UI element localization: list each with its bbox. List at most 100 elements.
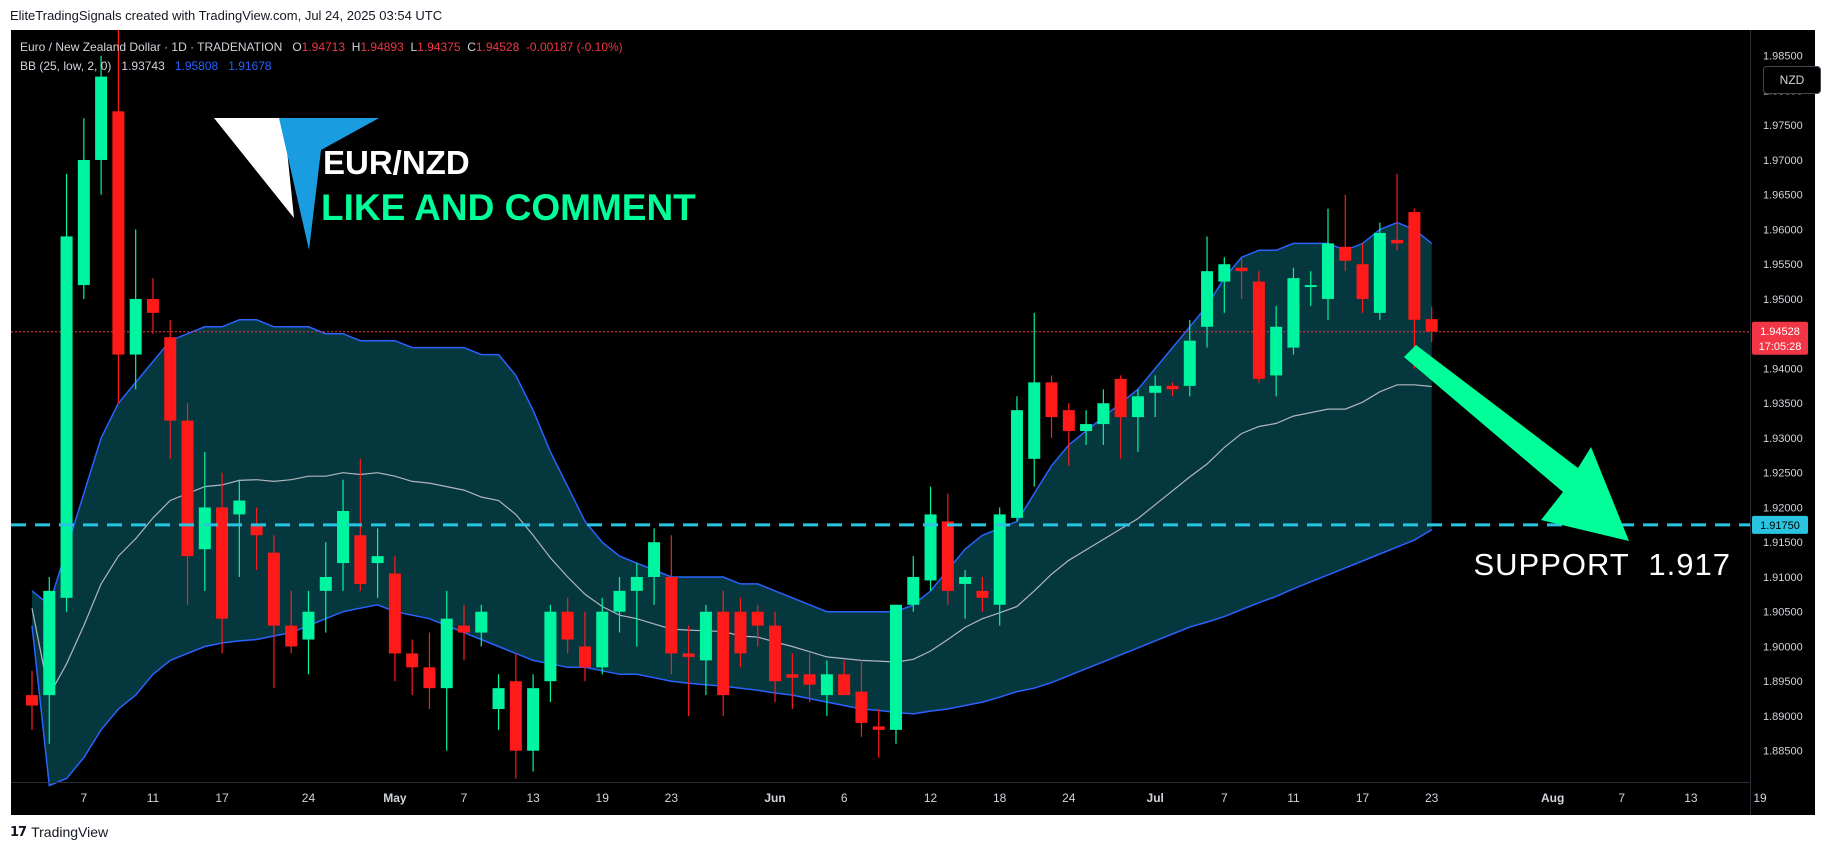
- tradingview-brand: TradingView: [31, 824, 109, 840]
- price-tick-label: 1.89500: [1763, 676, 1803, 688]
- price-tick-label: 1.95500: [1763, 259, 1803, 271]
- candle-body: [1391, 239, 1404, 244]
- candle-body: [129, 298, 142, 355]
- symbol-title[interactable]: Euro / New Zealand Dollar · 1D · TRADENA…: [20, 40, 283, 54]
- candle-down: [976, 576, 989, 612]
- candle-up: [1201, 236, 1214, 348]
- close-value: 1.94528: [475, 40, 520, 54]
- price-tick-label: 1.96500: [1763, 190, 1803, 202]
- candle-down: [665, 535, 678, 675]
- tradingview-logo-icon: 17: [10, 824, 27, 840]
- candle-down: [941, 493, 954, 605]
- candle-body: [267, 552, 280, 626]
- candle-down: [751, 604, 764, 647]
- candle-down: [1252, 271, 1265, 383]
- price-tick-label: 1.90000: [1763, 641, 1803, 653]
- candle-body: [544, 611, 557, 682]
- candle-body: [527, 688, 540, 751]
- candle-down: [1356, 243, 1369, 313]
- open-label: O: [292, 40, 302, 54]
- candle-body: [1287, 278, 1300, 348]
- candle-body: [924, 514, 937, 581]
- candle-body: [77, 159, 90, 286]
- high-label: H: [351, 40, 361, 54]
- candle-up: [1183, 319, 1196, 397]
- price-tick-label: 1.98500: [1763, 51, 1803, 63]
- candlestick-chart[interactable]: EUR/NZD LIKE AND COMMENT SUPPORT 1.917 1…: [11, 14, 1815, 815]
- candle-up: [302, 590, 315, 675]
- candle-body: [388, 573, 401, 654]
- time-tick-label: 7: [1221, 791, 1228, 805]
- time-tick-label: 24: [302, 791, 316, 805]
- time-axis-divider: [11, 782, 1750, 783]
- candle-down: [164, 319, 177, 459]
- candle-up: [1304, 271, 1317, 306]
- candle-up: [959, 570, 972, 619]
- candle-up: [337, 479, 350, 591]
- candle-body: [1201, 271, 1214, 327]
- currency-button[interactable]: NZD: [1763, 66, 1821, 94]
- candle-body: [1080, 424, 1093, 432]
- candle-body: [820, 674, 833, 696]
- candle-down: [1339, 194, 1352, 272]
- last-price-tag: 1.94528 17:05:28: [1752, 321, 1808, 355]
- price-axis[interactable]: 1.985001.980001.975001.970001.965001.960…: [1763, 51, 1803, 758]
- bb-indicator-label[interactable]: BB (25, low, 2, 0): [20, 59, 112, 73]
- candle-body: [1114, 378, 1127, 418]
- bollinger-basis-line: [31, 384, 1432, 697]
- high-value: 1.94893: [360, 40, 404, 54]
- candle-down: [561, 597, 574, 654]
- candle-body: [43, 590, 56, 696]
- candle-down: [855, 660, 868, 737]
- candle-down: [26, 670, 38, 730]
- logo-white-wing: [214, 118, 303, 218]
- chart-area[interactable]: EUR/NZD LIKE AND COMMENT SUPPORT 1.917 1…: [11, 14, 1821, 815]
- time-tick-label: 6: [841, 791, 848, 805]
- candle-body: [890, 604, 902, 730]
- tradingview-footer: 17 TradingView: [10, 824, 108, 840]
- candle-body: [786, 674, 799, 678]
- candle-body: [1339, 246, 1352, 261]
- price-tick-label: 1.91000: [1763, 572, 1803, 584]
- candle-down: [1235, 257, 1248, 299]
- candle-body: [164, 337, 177, 421]
- candle-body: [699, 611, 712, 661]
- candle-down: [509, 653, 522, 779]
- chart-attribution-header: EliteTradingSignals created with Trading…: [10, 8, 443, 23]
- bb-lower-value: 1.91678: [228, 59, 272, 73]
- candle-body: [181, 420, 194, 557]
- bb-basis-value: 1.93743: [121, 59, 165, 73]
- candle-body: [198, 507, 211, 550]
- chart-legend: Euro / New Zealand Dollar · 1D · TRADENA…: [20, 38, 623, 76]
- candle-body: [717, 611, 730, 696]
- support-annotation: SUPPORT 1.917: [1473, 547, 1731, 582]
- time-tick-label: 11: [1287, 791, 1300, 805]
- candle-down: [1166, 382, 1179, 397]
- price-tick-label: 1.93000: [1763, 433, 1803, 445]
- candle-body: [855, 691, 868, 723]
- candle-body: [440, 618, 453, 689]
- candle-up: [613, 576, 626, 633]
- candle-down: [285, 590, 298, 654]
- candle-body: [1183, 340, 1196, 386]
- support-price-tag: 1.91750: [1752, 515, 1808, 534]
- candle-up: [1131, 389, 1144, 452]
- candle-up: [1080, 410, 1093, 445]
- candle-up: [596, 597, 609, 675]
- candle-up: [371, 528, 384, 598]
- candle-body: [458, 625, 470, 633]
- time-axis[interactable]: 7 11 17 24 May 7 13 19 23 Jun 6 12 18 24 Jul 7 11 17 23 Aug…: [80, 791, 1766, 805]
- candle-body: [475, 611, 488, 633]
- downward-arrow-icon: [1404, 345, 1629, 541]
- candle-down: [1425, 306, 1438, 343]
- legend-bb-row: BB (25, low, 2, 0) 1.93743 1.95808 1.916…: [20, 57, 623, 76]
- candle-down: [803, 653, 816, 703]
- candle-down: [267, 535, 280, 689]
- time-tick-label: 18: [993, 791, 1007, 805]
- pair-annotation: EUR/NZD: [323, 144, 470, 181]
- candle-body: [112, 111, 125, 355]
- candle-down: [388, 556, 401, 682]
- time-tick-label: 7: [1618, 791, 1625, 805]
- candle-up: [60, 173, 73, 612]
- candle-down: [216, 472, 229, 654]
